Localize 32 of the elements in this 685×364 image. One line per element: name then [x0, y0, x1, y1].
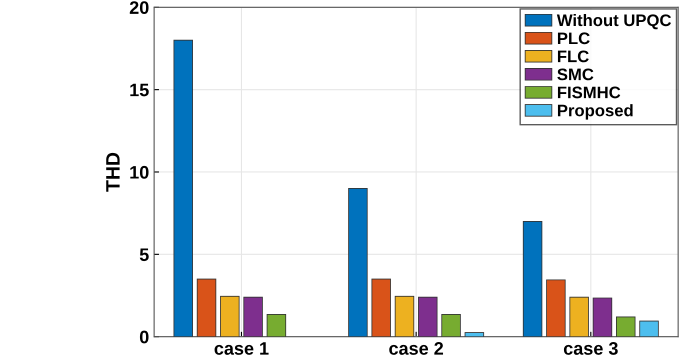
bar	[441, 314, 461, 337]
y-tick-label: 5	[140, 248, 149, 262]
legend-label: Proposed	[558, 104, 633, 120]
legend-label: FISMHC	[558, 86, 620, 98]
legend-label: FLC	[558, 50, 589, 62]
bar	[371, 278, 391, 337]
bar	[592, 298, 612, 337]
bar	[243, 296, 263, 337]
legend-label: PLC	[558, 32, 590, 44]
x-tick-label: case 3	[564, 342, 618, 355]
y-axis-title: THD	[106, 152, 120, 192]
bar	[266, 314, 286, 337]
bar	[569, 296, 589, 337]
bar	[174, 40, 193, 337]
bar	[220, 296, 240, 337]
y-tick-label: 0	[140, 330, 149, 344]
bar	[418, 296, 438, 337]
bar	[348, 188, 368, 337]
bar	[546, 279, 566, 337]
legend-label: SMC	[557, 68, 594, 80]
legend-label: Without UPQC	[556, 14, 672, 30]
y-tick-label: 15	[130, 84, 149, 96]
bar	[196, 278, 216, 337]
bar	[464, 332, 484, 337]
bar	[616, 316, 636, 337]
y-tick-label: 10	[130, 166, 149, 179]
x-tick-label: case 1	[214, 342, 269, 355]
bar	[639, 320, 659, 337]
bar	[522, 220, 542, 337]
y-tick-label: 20	[130, 1, 149, 14]
bar	[394, 296, 414, 337]
x-tick-label: case 2	[389, 342, 444, 355]
